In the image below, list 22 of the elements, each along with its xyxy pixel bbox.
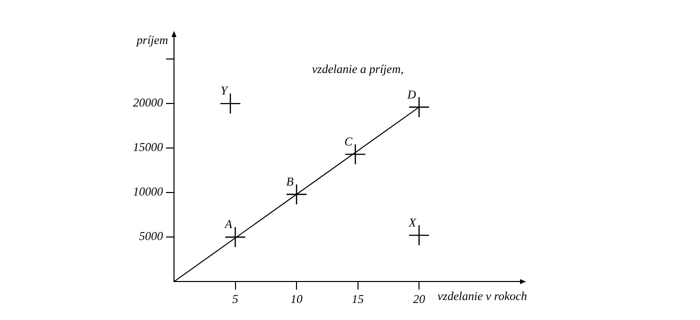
annotation: A bbox=[224, 217, 233, 232]
y-axis-title: príjem bbox=[136, 33, 168, 48]
point bbox=[286, 184, 308, 205]
y-tick-label: 15000 bbox=[133, 140, 163, 154]
point bbox=[408, 224, 430, 246]
point bbox=[220, 92, 241, 114]
annotation: B bbox=[286, 174, 294, 189]
text: vzdelanie a príjem, bbox=[312, 62, 404, 76]
x-tick-label: 15 bbox=[352, 292, 364, 306]
y-tick-label: 10000 bbox=[133, 184, 163, 199]
annotation: X bbox=[408, 215, 417, 230]
x-axis-title: vzdelanie v rokoch bbox=[437, 288, 527, 303]
point bbox=[224, 226, 246, 248]
annotation: D bbox=[406, 87, 416, 102]
annotation: Y bbox=[220, 84, 229, 98]
x-tick-label: 10 bbox=[290, 292, 303, 306]
x-tick-label: 5 bbox=[232, 292, 238, 306]
x-tick-label: 20 bbox=[413, 292, 426, 306]
point bbox=[408, 96, 430, 118]
annotation: C bbox=[344, 134, 354, 148]
y-tick-label: 5000 bbox=[139, 229, 163, 244]
y-tick-label: 20000 bbox=[133, 96, 163, 110]
